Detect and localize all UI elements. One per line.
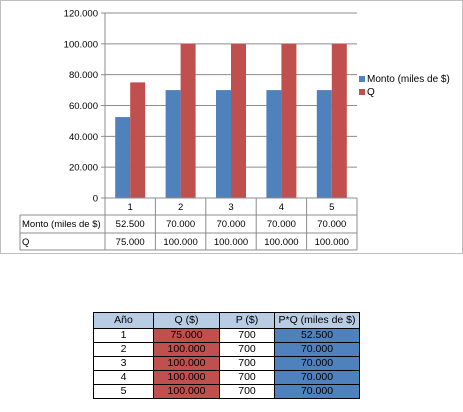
data-label: 70.000 xyxy=(216,219,245,230)
bar xyxy=(316,90,332,198)
bars xyxy=(115,43,347,199)
x-tick-label: 1 xyxy=(128,202,133,213)
y-tick-label: 0 xyxy=(93,194,98,205)
data-label: 100.000 xyxy=(214,237,248,248)
cell-amount: 70.000 xyxy=(274,342,360,357)
table-row: 2 100.000 700 70.000 xyxy=(93,342,360,357)
table-row: 3 100.000 700 70.000 xyxy=(93,356,360,371)
bar xyxy=(281,43,297,199)
bar xyxy=(231,43,246,199)
axes: 0 20.000 40.000 60.000 80.000 100.000 120.000 xyxy=(64,9,357,205)
cell-year: 3 xyxy=(93,356,154,371)
cell-price: 700 xyxy=(219,370,275,385)
y-tick-label: 120.000 xyxy=(64,9,98,20)
legend-swatch xyxy=(359,89,365,95)
legend-label: Monto (miles de $) xyxy=(367,74,450,85)
y-tick-label: 80.000 xyxy=(69,70,98,81)
cell-quantity: 100.000 xyxy=(153,384,220,399)
legend-swatch xyxy=(359,76,365,82)
cell-year: 1 xyxy=(93,328,154,343)
bar-chart: 020.00040.00060.00080.000100.000120.000 … xyxy=(19,9,450,251)
data-table-series-name: Q xyxy=(22,237,29,248)
bar xyxy=(180,43,196,199)
y-tick-label: 40.000 xyxy=(69,132,98,143)
bar xyxy=(165,90,181,198)
cell-price: 700 xyxy=(219,328,275,343)
cell-quantity: 100.000 xyxy=(153,356,220,371)
cell-year: 2 xyxy=(93,342,154,357)
data-label: 100.000 xyxy=(264,237,298,248)
table-row: 4 100.000 700 70.000 xyxy=(93,370,360,385)
cell-amount: 70.000 xyxy=(274,356,360,371)
cell-price: 700 xyxy=(219,384,275,399)
price-quantity-table: Año Q ($) P ($) P*Q (miles de $) 1 75.00… xyxy=(93,312,360,399)
cell-amount: 52.500 xyxy=(274,328,360,343)
cell-year: 5 xyxy=(93,384,154,399)
data-label: 75.000 xyxy=(116,237,145,248)
y-tick-label: 100.000 xyxy=(64,39,98,50)
y-tick-label: 20.000 xyxy=(69,163,98,174)
chart-data-table: 1 2 3 4 5 Monto (miles de $) 52.500 70.000 70.00… xyxy=(19,198,358,251)
legend: Monto (miles de $) Q xyxy=(359,74,450,98)
cell-price: 700 xyxy=(219,356,275,371)
data-label: 52.500 xyxy=(116,219,145,230)
header-price: P ($) xyxy=(219,312,275,329)
bar xyxy=(331,43,347,199)
cell-amount: 70.000 xyxy=(274,384,360,399)
bar xyxy=(115,117,131,198)
x-tick-label: 2 xyxy=(178,202,183,213)
legend-label: Q xyxy=(367,87,375,98)
bar xyxy=(216,90,231,198)
header-amount: P*Q (miles de $) xyxy=(274,312,360,329)
cell-quantity: 100.000 xyxy=(153,342,220,357)
x-tick-label: 5 xyxy=(329,202,334,213)
data-label: 70.000 xyxy=(267,219,296,230)
header-quantity: Q ($) xyxy=(153,312,220,329)
table-header-row: Año Q ($) P ($) P*Q (miles de $) xyxy=(93,312,360,329)
x-tick-label: 4 xyxy=(279,202,284,213)
data-label: 70.000 xyxy=(166,219,195,230)
cell-year: 4 xyxy=(93,370,154,385)
bar xyxy=(266,90,282,198)
y-tick-label: 60.000 xyxy=(69,101,98,112)
bar xyxy=(130,82,146,198)
cell-quantity: 100.000 xyxy=(153,370,220,385)
cell-quantity: 75.000 xyxy=(153,328,220,343)
header-year: Año xyxy=(93,312,154,329)
table-row: 5 100.000 700 70.000 xyxy=(93,384,360,399)
data-label: 70.000 xyxy=(317,219,346,230)
cell-price: 700 xyxy=(219,342,275,357)
chart-area: 0 20.000 40.000 60.000 80.000 100.000 120.000 … xyxy=(0,0,463,254)
table-row: 1 75.000 700 52.500 xyxy=(93,328,360,343)
data-label: 100.000 xyxy=(163,237,197,248)
cell-amount: 70.000 xyxy=(274,370,360,385)
data-table-series-name: Monto (miles de $) xyxy=(22,219,101,230)
x-tick-label: 3 xyxy=(228,202,233,213)
data-label: 100.000 xyxy=(315,237,349,248)
